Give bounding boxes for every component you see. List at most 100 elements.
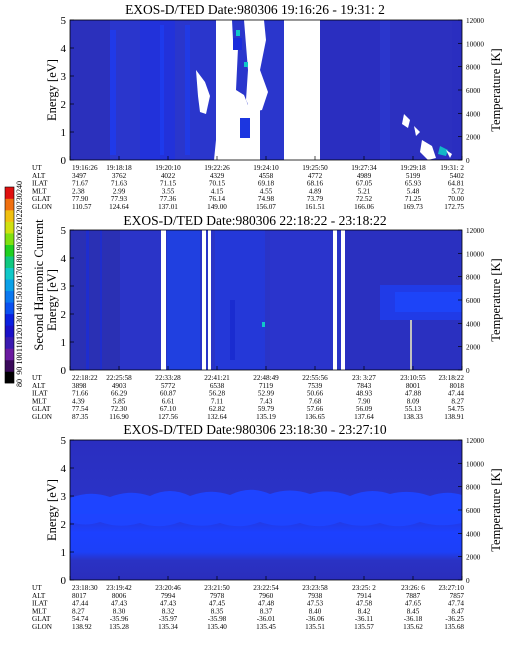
y2-tick-label: 8000 (466, 274, 481, 282)
colorbar-tick-label: 240 (15, 181, 24, 193)
ephemeris-value: 19:29:18 (400, 164, 426, 172)
ephemeris-value: 19:18:18 (106, 164, 132, 172)
ephemeris-value: 47.43 (111, 600, 128, 608)
y-tick-label: 3 (61, 281, 67, 293)
panel-1-ylabel: Energy [eV] (45, 59, 59, 121)
ephemeris-value: 23:26: 6 (401, 584, 425, 592)
ephemeris-value: 2.38 (72, 187, 85, 195)
ephemeris-value: 54.74 (72, 615, 89, 623)
ephemeris-value: 8017 (72, 592, 87, 600)
ephemeris-value: 8.27 (451, 397, 464, 405)
ephemeris-value: 7843 (357, 382, 372, 390)
ephemeris-row-label: GLAT (32, 195, 51, 203)
ephemeris-value: 19:20:10 (155, 164, 181, 172)
ephemeris-value: 56.09 (356, 405, 373, 413)
colorbar-tick-label: 190 (15, 242, 24, 254)
ephemeris-value: 110.57 (72, 203, 92, 211)
ephemeris-value: 60.87 (160, 390, 177, 398)
ephemeris-value: 19:27:34 (351, 164, 377, 172)
y2-tick-label: 10000 (466, 250, 484, 258)
colorbar-swatch (5, 302, 14, 315)
ephemeris-value: 19:22:26 (204, 164, 230, 172)
ephemeris-value: -36.11 (355, 615, 374, 623)
ephemeris-value: 55.13 (405, 405, 422, 413)
ephemeris-value: 124.64 (109, 203, 129, 211)
y2-tick-label: 10000 (466, 40, 484, 48)
ephemeris-value: 67.10 (160, 405, 177, 413)
colorbar-tick-label: 210 (15, 218, 24, 230)
y2-tick-label: 4000 (466, 110, 481, 118)
colorbar-tick-label: 160 (15, 279, 24, 291)
ephemeris-row-label: ALT (32, 592, 46, 600)
ephemeris-value: 7539 (308, 382, 323, 390)
colorbar-swatch (5, 336, 14, 349)
ephemeris-value: 19:25:50 (302, 164, 328, 172)
colorbar-swatch (5, 210, 14, 222)
ephemeris-value: 4.55 (260, 187, 273, 195)
ephemeris-value: 5199 (406, 172, 421, 180)
y2-tick-label: 6000 (466, 297, 481, 305)
ephemeris-value: -36.01 (257, 615, 276, 623)
colorbar-swatch (5, 187, 14, 199)
colorbar-swatch (5, 198, 14, 211)
colorbar-swatch (5, 256, 14, 269)
ephemeris-value: 23:23:58 (302, 584, 328, 592)
ephemeris-value: 23:20:46 (155, 584, 181, 592)
ephemeris-value: 23:21:50 (204, 584, 230, 592)
colorbar-tick-label: 90 (15, 367, 24, 375)
ephemeris-value: 138.33 (403, 413, 423, 421)
colorbar-swatch (5, 267, 14, 280)
panel-2: EXOS-D/TED Date:980306 22:18:22 - 23:18:… (32, 213, 503, 421)
colorbar-swatch (5, 325, 14, 338)
y-tick-label: 2 (61, 99, 67, 111)
ephemeris-value: 50.66 (307, 390, 324, 398)
colorbar-tick-label: 230 (15, 193, 24, 205)
ephemeris-row-label: ILAT (32, 390, 48, 398)
ephemeris-value: 8.35 (211, 607, 224, 615)
ephemeris-row-label: MLT (32, 187, 47, 195)
ephemeris-value: 72.30 (111, 405, 128, 413)
ephemeris-value: 116.90 (109, 413, 129, 421)
ephemeris-value: 22:18:22 (72, 374, 98, 382)
y-tick-label: 2 (61, 519, 67, 531)
ephemeris-value: 8.32 (162, 607, 175, 615)
ephemeris-value: 71.15 (160, 180, 177, 188)
panel-1-title: EXOS-D/TED Date:980306 19:16:26 - 19:31:… (125, 2, 385, 17)
ephemeris-value: 6538 (210, 382, 225, 390)
ephemeris-value: 7.90 (358, 397, 371, 405)
y-tick-label: 0 (61, 575, 67, 587)
y-tick-label: 2 (61, 309, 67, 321)
ephemeris-value: 4329 (210, 172, 225, 180)
ephemeris-value: 4.15 (211, 187, 224, 195)
ephemeris-value: 135.51 (305, 623, 325, 631)
ephemeris-value: 22:33:28 (155, 374, 181, 382)
ephemeris-value: 8001 (406, 382, 421, 390)
ephemeris-value: 4.39 (72, 397, 85, 405)
ephemeris-value: -35.96 (110, 615, 129, 623)
ephemeris-value: 22:48:49 (253, 374, 279, 382)
ephemeris-value: 4989 (357, 172, 372, 180)
ephemeris-value: 136.65 (305, 413, 325, 421)
y-tick-label: 4 (61, 463, 67, 475)
ephemeris-value: 2.99 (113, 187, 126, 195)
colorbar-tick-label: 110 (15, 340, 24, 352)
ephemeris-value: 7887 (406, 592, 421, 600)
ephemeris-value: 67.05 (356, 180, 373, 188)
ephemeris-value: 149.00 (207, 203, 227, 211)
y2-tick-label: 12000 (466, 227, 484, 235)
colorbar-swatch (5, 233, 14, 245)
ephemeris-value: 48.93 (356, 390, 373, 398)
ephemeris-value: 23:19:42 (106, 584, 132, 592)
y2-tick-label: 4000 (466, 530, 481, 538)
ephemeris-value: 166.06 (354, 203, 374, 211)
y2-tick-label: 12000 (466, 17, 484, 25)
ephemeris-value: 47.43 (160, 600, 177, 608)
panel-2-title: EXOS-D/TED Date:980306 22:18:22 - 23:18:… (123, 213, 386, 228)
colorbar-swatch (5, 313, 14, 326)
ephemeris-value: 69.18 (258, 180, 275, 188)
colorbar-tick-label: 220 (15, 206, 24, 218)
y2-tick-label: 6000 (466, 507, 481, 515)
ephemeris-row-label: MLT (32, 397, 47, 405)
ephemeris-value: 74.98 (258, 195, 275, 203)
